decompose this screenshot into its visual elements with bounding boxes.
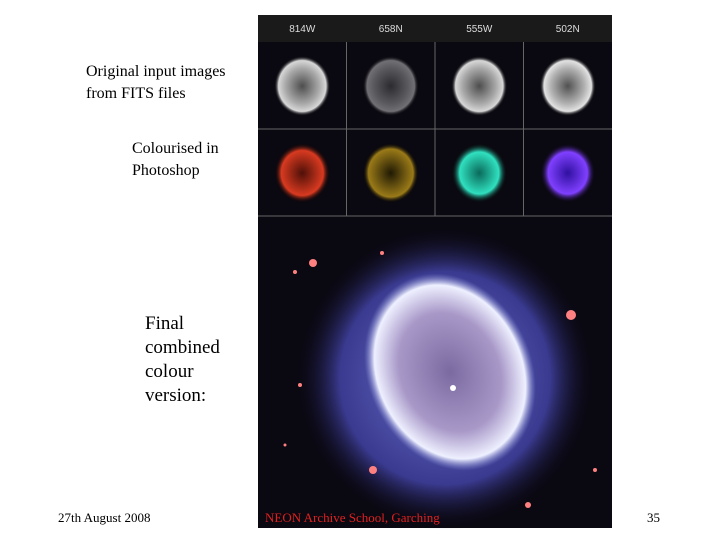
- side-label: colour: [145, 361, 194, 382]
- footer-page: 35: [647, 510, 660, 525]
- filter-label: 658N: [379, 24, 403, 35]
- colour-image: [451, 143, 508, 203]
- side-label: Photoshop: [132, 162, 200, 179]
- side-label: Colourised in: [132, 140, 219, 157]
- side-label: Original input images: [86, 63, 226, 80]
- filter-image: [451, 56, 508, 116]
- filter-label: 502N: [556, 24, 580, 35]
- filter-image: [362, 56, 419, 116]
- colour-image: [362, 143, 419, 203]
- side-label: combined: [145, 337, 220, 358]
- colour-image: [539, 143, 596, 203]
- side-label: version:: [145, 385, 206, 406]
- filter-label: 814W: [289, 24, 316, 35]
- footer-event: NEON Archive School, Garching: [265, 510, 440, 525]
- footer-date: 27th August 2008: [58, 510, 150, 525]
- image-composite: [258, 15, 612, 530]
- filter-label: 555W: [466, 24, 493, 35]
- side-label: from FITS files: [86, 85, 186, 102]
- filter-image: [539, 56, 596, 116]
- colour-image: [274, 143, 331, 203]
- side-label: Final: [145, 313, 184, 334]
- filter-image: [274, 56, 331, 116]
